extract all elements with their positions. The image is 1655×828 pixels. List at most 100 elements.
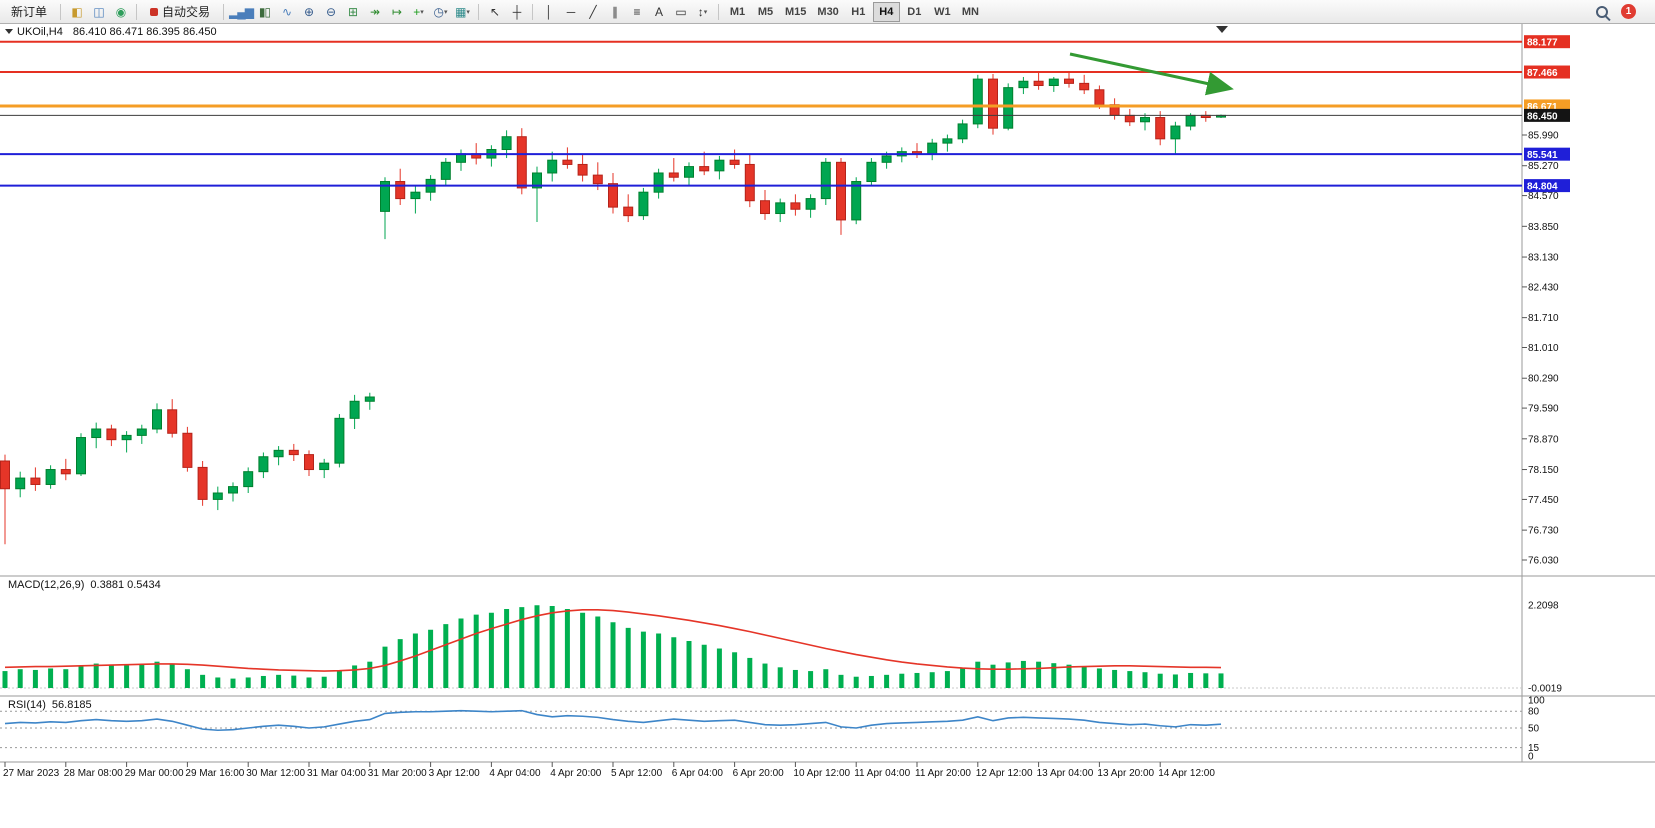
timeframe-m15-button[interactable]: M15 <box>780 2 811 22</box>
candle <box>1003 87 1014 129</box>
zoom-out-icon: ⊖ <box>325 4 336 19</box>
timeframe-m30-button[interactable]: M30 <box>812 2 843 22</box>
timeframe-mn-button[interactable]: MN <box>957 2 984 22</box>
chart-ohlc-text: 86.410 86.471 86.395 86.450 <box>73 26 217 38</box>
indicators-icon[interactable]: + ▾ <box>408 2 429 22</box>
candle <box>30 477 41 485</box>
horizontal-line-icon[interactable]: ─ <box>560 2 581 22</box>
dropdown-caret-icon[interactable]: ▾ <box>466 8 470 16</box>
zoom-in-icon[interactable]: ⊕ <box>298 2 319 22</box>
trendline-icon[interactable]: ╱ <box>582 2 603 22</box>
price-level-label <box>1524 179 1570 193</box>
timeframe-w1-button[interactable]: W1 <box>929 2 956 22</box>
candle <box>516 136 527 189</box>
chart-symbol-dropdown-icon[interactable] <box>5 29 13 34</box>
candle <box>532 172 542 189</box>
dropdown-caret-icon[interactable]: ▾ <box>703 8 708 16</box>
price-tick-label: 84.570 <box>1528 191 1559 202</box>
profiles-icon[interactable]: ◫ <box>88 2 109 22</box>
price-tick-label: 85.270 <box>1528 161 1559 172</box>
time-label: 29 Mar 00:00 <box>125 768 184 779</box>
vertical-line-icon[interactable]: │ <box>538 2 559 22</box>
candle <box>0 460 10 490</box>
candlestick-chart-icon[interactable]: ▮▯ <box>254 2 275 22</box>
candle <box>395 181 406 200</box>
candle <box>744 163 755 202</box>
candle <box>334 417 345 464</box>
auto-scroll-icon: ↠ <box>369 4 380 19</box>
crosshair-icon[interactable]: ┼ <box>506 2 527 22</box>
periods-icon: ◷ <box>433 4 445 19</box>
auto-scroll-icon[interactable]: ↠ <box>364 2 385 22</box>
macd-axis-label: 2.2098 <box>1528 600 1559 611</box>
new-order-button[interactable]: 新订单 <box>3 2 55 22</box>
timeframe-h4-button[interactable]: H4 <box>872 1 900 22</box>
time-label: 6 Apr 04:00 <box>672 768 724 779</box>
time-label: 28 Mar 08:00 <box>64 768 123 779</box>
candle <box>152 409 162 430</box>
periods-icon[interactable]: ◷ ▾ <box>430 2 451 22</box>
notification-badge[interactable]: 1 <box>1621 4 1636 19</box>
candle <box>197 466 208 500</box>
candle <box>1033 80 1044 87</box>
cursor-icon[interactable]: ↖ <box>484 2 505 22</box>
autotrading-status-icon <box>150 7 159 16</box>
equidistant-channel-icon[interactable]: ∥ <box>604 2 625 22</box>
arrows-icon[interactable]: ↕ ▾ <box>692 2 713 22</box>
text-icon: A <box>654 4 663 19</box>
time-label: 31 Mar 20:00 <box>368 768 427 779</box>
timeframe-m1-button[interactable]: M1 <box>724 2 751 22</box>
time-label: 13 Apr 04:00 <box>1037 768 1094 779</box>
search-icon[interactable] <box>1596 5 1608 18</box>
time-label: 31 Mar 04:00 <box>307 768 366 779</box>
text-label-icon: ▭ <box>675 4 686 19</box>
text-icon[interactable]: A <box>648 2 669 22</box>
price-level-label-text: 84.804 <box>1527 182 1558 193</box>
dropdown-caret-icon[interactable]: ▾ <box>420 8 424 16</box>
equidistant-channel-icon: ∥ <box>612 4 618 19</box>
line-chart-icon[interactable]: ∿ <box>276 2 297 22</box>
autotrading-button[interactable]: 自动交易 <box>142 2 218 22</box>
timeframe-d1-button[interactable]: D1 <box>901 2 928 22</box>
chart-shift-icon[interactable]: ↦ <box>386 2 407 22</box>
candle <box>167 409 178 434</box>
candle <box>76 437 86 475</box>
chart-title: UKOil,H4 86.410 86.471 86.395 86.450 <box>17 26 217 38</box>
autotrading-label: 自动交易 <box>162 5 211 19</box>
rsi-pane-title: RSI(14) 56.8185 <box>8 699 92 711</box>
price-scale-area[interactable] <box>1522 24 1655 762</box>
main-toolbar: 新订单 ◧ ◫ ◉ 自动交易 ▂▄▆ ▮▯ ∿ ⊕ ⊖ ⊞ ↠ ↦ + ▾ ◷ ▾ ▦ ▾ ↖ ┼ │ ─ ╱ ∥ ≡ A… <box>0 0 1655 24</box>
chart-window-icon[interactable]: ◧ <box>66 2 87 22</box>
fibonacci-icon[interactable]: ≡ <box>626 2 647 22</box>
trend-arrow-annotation[interactable] <box>1069 52 1234 96</box>
chart-plot-group: 85.990 85.270 84.570 83.850 83.130 82.430 81.7… <box>0 24 1655 786</box>
bar-chart-icon[interactable]: ▂▄▆ <box>229 2 254 22</box>
refresh-icon[interactable]: ◉ <box>110 2 131 22</box>
chart-canvas[interactable]: 85.990 85.270 84.570 83.850 83.130 82.430 81.7… <box>0 24 1655 828</box>
templates-icon[interactable]: ▦ ▾ <box>452 2 473 22</box>
price-tick-label: 76.730 <box>1528 526 1559 537</box>
rsi-label: RSI(14) <box>8 699 46 711</box>
text-label-icon[interactable]: ▭ <box>670 2 691 22</box>
candle <box>547 159 558 174</box>
timeframe-h1-button[interactable]: H1 <box>845 2 872 22</box>
time-scale-area[interactable] <box>0 762 1655 786</box>
window-icons-group: ◧ ◫ ◉ <box>66 2 131 22</box>
time-label: 12 Apr 12:00 <box>976 768 1033 779</box>
chart-shift-marker[interactable] <box>1216 26 1228 33</box>
timeframe-m5-button[interactable]: M5 <box>752 2 779 22</box>
tile-windows-icon[interactable]: ⊞ <box>342 2 363 22</box>
zoom-out-icon[interactable]: ⊖ <box>320 2 341 22</box>
candle <box>836 161 846 221</box>
candle <box>380 181 390 212</box>
rsi-line <box>4 709 1222 732</box>
macd-pane-title: MACD(12,26,9) 0.3881 0.5434 <box>8 579 161 591</box>
price-tick-label: 81.710 <box>1528 313 1559 324</box>
price-tick-label: 82.430 <box>1528 282 1559 293</box>
toolbar-separator <box>718 3 719 20</box>
templates-icon: ▦ <box>455 4 466 19</box>
price-tick-label: 79.590 <box>1528 404 1559 415</box>
candlestick-chart-icon: ▮▯ <box>258 4 271 19</box>
candle <box>288 449 299 456</box>
dropdown-caret-icon[interactable]: ▾ <box>443 8 448 16</box>
